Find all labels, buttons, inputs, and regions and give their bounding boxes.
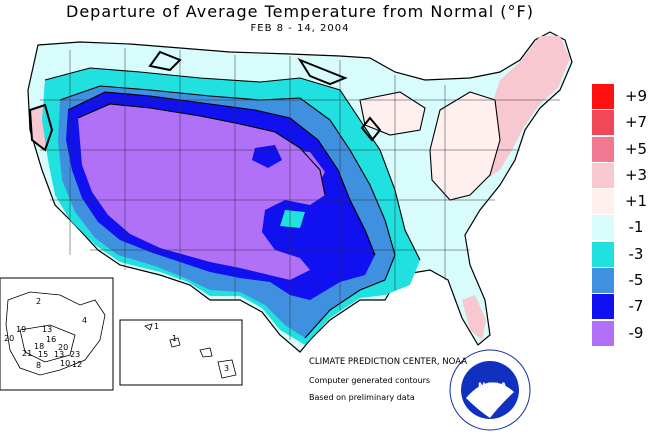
legend-swatch: [592, 189, 614, 216]
alaska-value: 10: [60, 359, 71, 368]
legend-row: -1: [592, 215, 658, 242]
legend-label: -5: [628, 271, 644, 290]
legend-row: -9: [592, 320, 658, 347]
hawaii-value: 1: [154, 322, 160, 331]
legend-swatch: [592, 162, 614, 189]
hawaii-value: 3: [224, 364, 230, 373]
legend-label: +9: [624, 87, 648, 105]
alaska-value: 20: [58, 343, 69, 352]
alaska-value: 2: [36, 297, 42, 306]
alaska-value: 4: [82, 316, 88, 325]
noaa-logo-text: NOAA: [478, 382, 507, 392]
legend-label: -7: [628, 297, 644, 316]
legend-label: +1: [624, 192, 648, 211]
legend-label: +7: [624, 113, 648, 132]
legend-swatch: [592, 84, 614, 110]
legend-swatch: [592, 320, 614, 347]
credit-center: CLIMATE PREDICTION CENTER, NOAA: [309, 357, 468, 367]
hawaii-values: 1 1 3: [120, 320, 242, 385]
legend-swatch: [592, 136, 614, 163]
noaa-logo: [449, 349, 531, 431]
hawaii-inset: [119, 319, 243, 386]
alaska-value: 13: [42, 325, 53, 334]
alaska-inset: [0, 277, 114, 391]
legend-row: -3: [592, 241, 658, 268]
map-title: Departure of Average Temperature from No…: [66, 2, 534, 21]
hawaii-value: 1: [172, 334, 178, 343]
legend-label: +3: [624, 165, 648, 184]
credit-contours: Computer generated contours: [309, 376, 431, 385]
legend-label: -1: [628, 218, 644, 237]
warm-northeast-light: [430, 92, 500, 200]
legend-row: -5: [592, 268, 658, 295]
legend-swatch: [592, 215, 614, 242]
legend-row: +1: [592, 189, 658, 216]
legend-row: +9: [592, 84, 658, 110]
legend-swatch: [592, 268, 614, 295]
legend-swatch: [592, 294, 614, 321]
hole-minus7-kansas: [252, 145, 282, 168]
warm-florida: [462, 295, 486, 340]
alaska-value: 12: [72, 360, 83, 369]
credit-preliminary: Based on preliminary data: [309, 393, 415, 402]
alaska-value: 16: [46, 335, 57, 344]
legend-row: -7: [592, 294, 658, 321]
alaska-values: 2 4 19 13 20 16 18 20 21 15 13 23 10 12 …: [0, 278, 113, 390]
legend-swatch: [592, 241, 614, 268]
zone-minus9-ne: [280, 150, 325, 190]
legend-row: +5: [592, 136, 658, 163]
alaska-value: 20: [4, 334, 15, 343]
alaska-value: 8: [36, 361, 42, 370]
legend-label: -9: [628, 323, 644, 342]
legend: +9 +7 +5 +3 +1 -1 -3 -5 -7 -9: [592, 84, 658, 347]
alaska-value: 18: [34, 342, 45, 351]
legend-row: +3: [592, 162, 658, 189]
hole-minus5-oklahoma: [280, 210, 305, 228]
alaska-value: 23: [70, 350, 81, 359]
legend-row: +7: [592, 110, 658, 137]
legend-swatch: [592, 110, 614, 137]
alaska-value: 19: [16, 325, 27, 334]
alaska-value: 13: [54, 350, 65, 359]
map-subtitle: FEB 8 - 14, 2004: [250, 23, 350, 34]
legend-label: -3: [628, 244, 644, 263]
legend-label: +5: [624, 139, 648, 158]
alaska-value: 15: [38, 350, 49, 359]
alaska-value: 21: [22, 349, 33, 358]
